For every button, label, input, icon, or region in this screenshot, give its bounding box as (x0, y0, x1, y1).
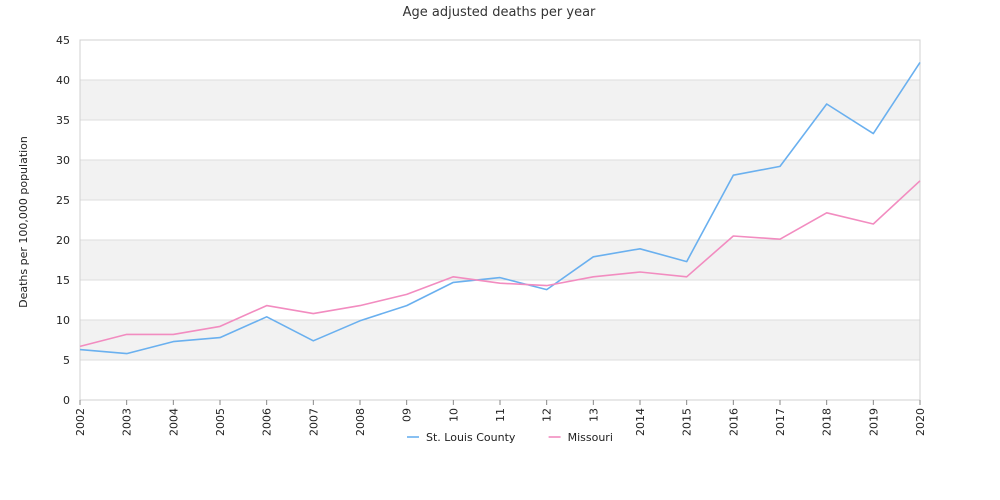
y-tick-label: 30 (56, 154, 70, 167)
legend-label: Missouri (568, 431, 613, 444)
legend-item[interactable]: St. Louis County (407, 431, 516, 444)
x-tick-label: 09 (401, 408, 414, 422)
x-tick-label: 2007 (307, 408, 320, 436)
x-tick-label: 2019 (867, 408, 880, 436)
x-tick-label: 2006 (261, 408, 274, 436)
x-tick-label: 13 (587, 408, 600, 422)
grid-band (80, 80, 920, 120)
x-tick-label: 2004 (167, 408, 180, 436)
x-tick-label: 2003 (121, 408, 134, 436)
x-axis-ticks: 2002 2003 2004 2005 2006 2007 2008 09 10 11 12 13 20… (74, 400, 927, 436)
y-tick-label: 20 (56, 234, 70, 247)
legend: St. Louis County Missouri (407, 431, 613, 444)
y-axis-ticks: 0 5 10 15 20 25 30 35 40 45 (56, 34, 70, 407)
x-tick-label: 2016 (727, 408, 740, 436)
y-tick-label: 5 (63, 354, 70, 367)
x-tick-label: 2008 (354, 408, 367, 436)
x-tick-label: 2002 (74, 408, 87, 436)
x-tick-label: 2018 (821, 408, 834, 436)
grid-band (80, 240, 920, 280)
x-tick-label: 2005 (214, 408, 227, 436)
x-tick-label: 2015 (681, 408, 694, 436)
y-tick-label: 40 (56, 74, 70, 87)
x-tick-label: 2014 (634, 408, 647, 436)
x-tick-label: 2020 (914, 408, 927, 436)
y-tick-label: 45 (56, 34, 70, 47)
y-axis-label: Deaths per 100,000 population (17, 136, 30, 308)
grid-band (80, 160, 920, 200)
x-tick-label: 2017 (774, 408, 787, 436)
y-tick-label: 35 (56, 114, 70, 127)
x-tick-label: 10 (447, 408, 460, 422)
chart-title: Age adjusted deaths per year (403, 5, 596, 20)
series-lines (79, 61, 921, 355)
y-tick-label: 10 (56, 314, 70, 327)
legend-item[interactable]: Missouri (548, 431, 613, 444)
series-line-missouri[interactable] (79, 180, 921, 348)
x-tick-label: 11 (494, 408, 507, 422)
y-tick-label: 0 (63, 394, 70, 407)
series-line-st-louis-county[interactable] (79, 61, 921, 355)
grid-band (80, 320, 920, 360)
grid-bands (80, 80, 920, 360)
x-tick-label: 12 (541, 408, 554, 422)
y-tick-label: 15 (56, 274, 70, 287)
legend-label: St. Louis County (426, 431, 516, 444)
y-tick-label: 25 (56, 194, 70, 207)
